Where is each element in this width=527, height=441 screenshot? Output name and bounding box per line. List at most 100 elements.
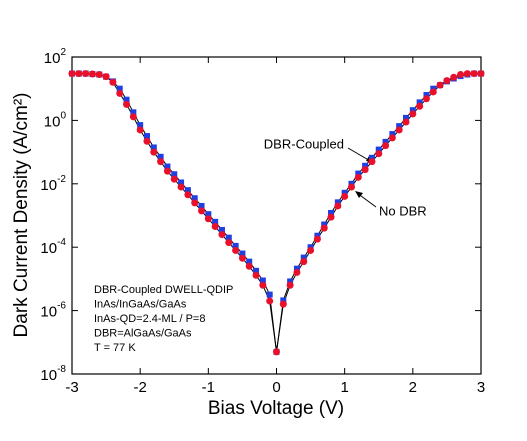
data-point (211, 222, 219, 230)
data-point (116, 89, 124, 97)
data-point (123, 96, 130, 103)
data-point (382, 138, 389, 145)
data-point (409, 110, 417, 118)
y-tick-exponent: 2 (60, 47, 66, 58)
y-tick-exponent: -8 (57, 364, 66, 375)
data-point (388, 134, 396, 142)
annotation: DBR-Coupled DWELL-QDIP (94, 284, 233, 296)
data-point (450, 73, 458, 81)
arrow-head (355, 191, 363, 198)
data-point (245, 262, 253, 270)
data-point (157, 153, 164, 160)
data-point (232, 242, 239, 249)
data-point (212, 218, 219, 225)
annotation: T = 77 K (94, 342, 136, 354)
data-point (287, 278, 294, 285)
data-point (136, 126, 144, 134)
y-tick-base: 10 (40, 240, 57, 257)
data-point (457, 71, 465, 79)
data-point (293, 265, 300, 272)
data-point (402, 118, 410, 126)
data-point (321, 221, 328, 228)
data-point (218, 231, 226, 239)
data-point (82, 70, 90, 78)
plot-area (68, 70, 485, 356)
data-point (273, 348, 280, 356)
data-point (191, 199, 199, 207)
data-point (334, 202, 342, 210)
y-tick-label: 10-6 (40, 300, 66, 320)
data-point (238, 254, 246, 262)
y-tick-label: 102 (44, 47, 67, 67)
data-point (137, 122, 144, 129)
data-point (88, 70, 96, 78)
data-point (232, 246, 240, 254)
data-point (184, 187, 191, 194)
data-point (150, 144, 157, 151)
data-point (143, 137, 151, 145)
data-point (293, 268, 301, 276)
data-point (280, 297, 287, 304)
x-axis-label: Bias Voltage (V) (208, 398, 344, 419)
y-tick-base: 10 (40, 367, 57, 384)
data-point (403, 114, 410, 121)
data-point (109, 78, 117, 86)
data-point (389, 131, 396, 138)
data-point (204, 215, 212, 223)
data-point (375, 150, 383, 158)
data-point (368, 158, 376, 166)
data-point (477, 70, 485, 78)
data-point (347, 183, 355, 191)
data-point (266, 297, 274, 305)
y-tick-label: 100 (44, 110, 67, 130)
data-point (102, 73, 110, 81)
annotation: DBR=AlGaAs/GaAs (94, 327, 192, 339)
x-tick-label: 0 (272, 379, 280, 396)
data-point (395, 126, 403, 134)
data-point (341, 189, 348, 196)
y-tick-label: 10-2 (40, 173, 66, 193)
data-point (218, 226, 225, 233)
data-point (409, 107, 416, 114)
data-point (327, 213, 335, 221)
data-point (307, 246, 315, 254)
data-point (416, 99, 423, 106)
data-point (178, 179, 185, 186)
data-point (286, 281, 294, 289)
data-point (239, 250, 246, 257)
data-point (225, 239, 233, 247)
data-point (225, 234, 232, 241)
data-point (68, 70, 76, 78)
data-point (423, 92, 430, 99)
data-point (313, 235, 321, 243)
y-tick-label: 10-4 (40, 237, 66, 257)
data-point (279, 300, 287, 308)
data-point (157, 158, 165, 166)
data-point (362, 162, 369, 169)
data-point (470, 70, 478, 78)
data-point (143, 133, 150, 140)
data-point (129, 113, 137, 121)
data-point (300, 254, 307, 261)
x-tick-label: -3 (65, 379, 78, 396)
data-point (341, 192, 349, 200)
annotation: InAs-QD=2.4-ML / P=8 (94, 313, 205, 325)
data-point (368, 154, 375, 161)
y-axis-label: Dark Current Density (A/cm²) (11, 93, 32, 338)
data-point (75, 70, 83, 78)
x-tick-label: -2 (133, 379, 146, 396)
data-point (130, 109, 137, 116)
data-point (164, 163, 171, 170)
data-point (198, 202, 205, 209)
y-tick-exponent: -6 (57, 300, 66, 311)
y-tick-base: 10 (44, 113, 61, 130)
data-point (116, 85, 123, 92)
data-point (123, 100, 131, 108)
data-point (191, 195, 198, 202)
data-point (171, 171, 178, 178)
data-point (355, 170, 362, 177)
series-annotation: No DBR (379, 203, 427, 218)
data-point (246, 258, 253, 265)
